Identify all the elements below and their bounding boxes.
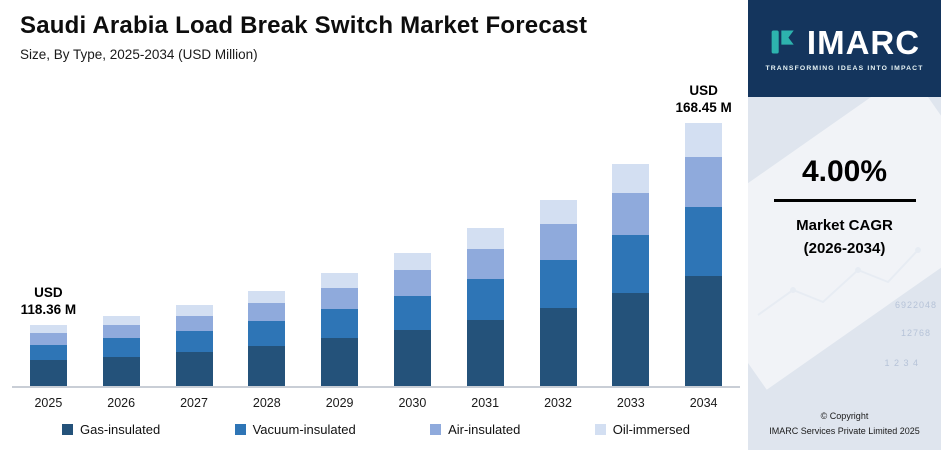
x-axis-label: 2028	[252, 396, 281, 410]
bar-segment-air-insulated	[685, 157, 723, 208]
bar-segment-vacuum-insulated	[393, 295, 431, 331]
bar-segment-vacuum-insulated	[248, 321, 286, 347]
brand-name: IMARC	[806, 23, 921, 61]
chart-panel: Saudi Arabia Load Break Switch Market Fo…	[12, 12, 740, 437]
cagr-label-line1: Market CAGR	[796, 217, 893, 234]
legend-label: Oil-immersed	[612, 422, 690, 437]
bar-segment-oil-immersed	[393, 253, 431, 271]
bar-segment-air-insulated	[321, 287, 359, 310]
bar-2033: 2033	[612, 164, 650, 410]
x-axis-label: 2032	[544, 396, 572, 410]
watermark-numbers: 6922048	[894, 300, 937, 310]
bar-segment-oil-immersed	[612, 164, 650, 193]
bar-segment-gas-insulated	[102, 356, 140, 386]
bar-segment-air-insulated	[248, 303, 286, 322]
legend-swatch	[234, 424, 246, 435]
bar-segment-oil-immersed	[685, 123, 723, 158]
bar-segment-vacuum-insulated	[175, 330, 213, 352]
bar-2030: 2030	[393, 253, 431, 410]
bar-segment-oil-immersed	[539, 200, 577, 225]
x-axis-label: 2034	[689, 396, 718, 410]
legend-swatch	[594, 424, 606, 435]
cagr-value: 4.00%	[801, 155, 888, 188]
cagr-label: Market CAGR (2026-2034)	[748, 214, 941, 261]
chart-legend: Gas-insulated Vacuum-insulated Air-insulat…	[62, 422, 690, 437]
copyright-line2: IMARC Services Private Limited 2025	[769, 425, 920, 436]
bar-segment-gas-insulated	[393, 330, 431, 386]
bar-2032: 2032	[539, 200, 577, 410]
bar-2031: 2031	[466, 228, 504, 410]
bar-segment-vacuum-insulated	[102, 338, 140, 357]
page-title: Saudi Arabia Load Break Switch Market Fo…	[20, 12, 588, 39]
bar-segment-vacuum-insulated	[466, 278, 504, 320]
bar-segment-gas-insulated	[539, 307, 577, 386]
brand-header: IMARC TRANSFORMING IDEAS INTO IMPACT	[748, 0, 941, 97]
bar-segment-oil-immersed	[102, 316, 140, 326]
bar-segment-oil-immersed	[321, 273, 359, 288]
x-axis-label: 2029	[325, 396, 354, 410]
x-axis-label: 2026	[107, 396, 136, 410]
legend-swatch	[62, 424, 73, 435]
watermark-numbers: 1 2 3 4	[884, 358, 919, 368]
legend-item-oil-immersed: Oil-immersed	[594, 422, 690, 437]
brand-tagline: TRANSFORMING IDEAS INTO IMPACT	[765, 64, 924, 72]
bar-segment-vacuum-insulated	[321, 309, 359, 339]
legend-label: Air-insulated	[448, 422, 521, 437]
bar-segment-vacuum-insulated	[612, 235, 650, 293]
bar-segment-gas-insulated	[685, 275, 723, 386]
divider	[773, 199, 916, 202]
value-annotation: USD 168.45 M	[675, 83, 732, 116]
bar-segment-air-insulated	[466, 248, 504, 279]
bar-segment-oil-immersed	[29, 325, 67, 333]
chart-header: Saudi Arabia Load Break Switch Market Fo…	[20, 12, 587, 62]
chart-subtitle: Size, By Type, 2025-2034 (USD Million)	[20, 47, 258, 62]
x-axis-label: 2031	[471, 396, 500, 410]
x-axis-label: 2027	[180, 396, 208, 410]
bar-2028: 2028	[248, 291, 286, 410]
bar-segment-air-insulated	[612, 192, 650, 236]
imarc-logo-icon	[771, 30, 794, 54]
bar-segment-vacuum-insulated	[29, 344, 67, 361]
bar-2026: 2026	[102, 316, 140, 410]
bar-segment-vacuum-insulated	[685, 207, 723, 276]
bar-segment-air-insulated	[393, 270, 431, 296]
cagr-block: 4.00% Market CAGR (2026-2034)	[748, 155, 941, 261]
watermark-numbers: 12768	[900, 328, 931, 338]
bar-segment-air-insulated	[29, 332, 67, 345]
bar-segment-air-insulated	[175, 315, 213, 331]
legend-item-vacuum-insulated: Vacuum-insulated	[234, 422, 356, 437]
bar-segment-gas-insulated	[466, 319, 504, 386]
bar-segment-gas-insulated	[29, 360, 67, 386]
bar-segment-vacuum-insulated	[539, 259, 577, 308]
cagr-label-line2: (2026-2034)	[803, 240, 886, 258]
bar-segment-air-insulated	[102, 325, 140, 339]
bar-segment-gas-insulated	[612, 292, 650, 386]
legend-label: Gas-insulated	[80, 422, 161, 437]
bar-segment-gas-insulated	[248, 346, 286, 386]
bar-segment-oil-immersed	[466, 228, 504, 249]
imarc-logo: IMARC	[769, 26, 920, 59]
bar-segment-oil-immersed	[248, 291, 286, 304]
bar-2027: 2027	[175, 305, 213, 410]
bar-segment-gas-insulated	[321, 338, 359, 386]
legend-label: Vacuum-insulated	[252, 422, 356, 437]
bar-2029: 2029	[321, 273, 359, 410]
value-annotation: USD 118.36 M	[20, 285, 77, 318]
bar-2034: 2034 USD 168.45 M	[675, 83, 731, 410]
legend-swatch	[430, 424, 442, 435]
bar-2025: 2025 USD 118.36 M	[21, 285, 77, 410]
x-axis-label: 2025	[34, 396, 63, 410]
copyright: © Copyright IMARC Services Private Limit…	[748, 409, 941, 438]
x-axis-label: 2033	[616, 396, 645, 410]
sidebar: 6922048 12768 1 2 3 4 IMARC TRANSFORMING…	[748, 0, 941, 450]
bar-segment-gas-insulated	[175, 351, 213, 386]
bar-chart: 2025 USD 118.36 M 2026 2027 2028 2029 2030 2031 2…	[12, 83, 740, 410]
x-axis-label: 2030	[398, 396, 427, 410]
legend-item-air-insulated: Air-insulated	[430, 422, 520, 437]
bar-segment-air-insulated	[539, 224, 577, 260]
copyright-line1: © Copyright	[820, 411, 869, 422]
bar-segment-oil-immersed	[175, 305, 213, 316]
legend-item-gas-insulated: Gas-insulated	[62, 422, 160, 437]
